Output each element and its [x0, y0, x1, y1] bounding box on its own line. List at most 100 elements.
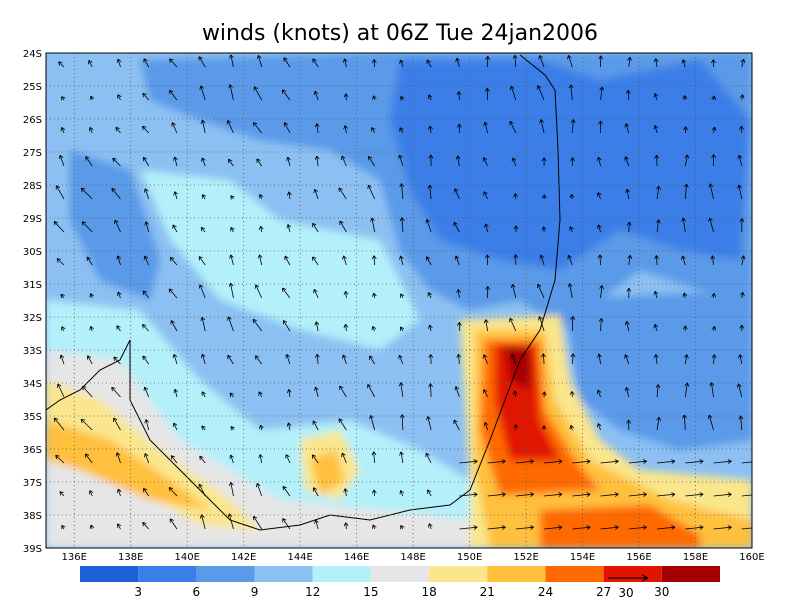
wind-arrow — [142, 324, 150, 332]
wind-arrow — [142, 92, 150, 101]
wind-arrow — [682, 95, 688, 101]
wind-arrow — [227, 354, 234, 365]
wind-arrow — [685, 492, 704, 497]
wind-arrow — [173, 191, 178, 200]
wind-arrow — [512, 54, 518, 68]
wind-arrow — [89, 293, 94, 299]
wind-arrow — [509, 120, 517, 134]
wind-arrow — [85, 156, 93, 167]
wind-arrow — [314, 353, 320, 365]
wind-arrow — [682, 292, 688, 299]
wind-arrow — [372, 95, 377, 101]
colorbar-label: 15 — [363, 585, 378, 599]
lat-label: 39S — [23, 544, 42, 555]
wind-arrow — [738, 354, 743, 365]
wind-arrow — [453, 188, 460, 200]
wind-field — [46, 53, 752, 548]
wind-arrow — [655, 384, 661, 398]
wind-arrow — [314, 321, 320, 332]
wind-arrow — [567, 283, 573, 299]
wind-arrow — [739, 218, 745, 233]
wind-arrow — [597, 353, 602, 365]
wind-arrow — [653, 93, 659, 101]
wind-arrow — [368, 155, 375, 167]
wind-arrow — [282, 485, 291, 497]
wind-arrow — [56, 383, 65, 398]
lon-label: 160E — [739, 552, 764, 563]
wind-arrow — [142, 290, 150, 299]
wind-arrow — [681, 59, 687, 68]
wind-arrow — [708, 183, 714, 200]
colorbar-swatch — [312, 566, 371, 582]
wind-arrow — [399, 490, 404, 497]
wind-arrow — [596, 389, 602, 398]
wind-arrow — [371, 489, 377, 497]
wind-arrow — [511, 157, 517, 167]
plot-frame — [45, 52, 753, 549]
wind-arrow — [258, 424, 264, 431]
lon-label: 142E — [231, 552, 256, 563]
wind-arrow — [657, 459, 676, 464]
wind-arrow — [143, 188, 150, 200]
wind-arrow — [400, 96, 405, 101]
wind-arrow — [510, 354, 517, 365]
wind-arrow — [682, 414, 687, 431]
wind-arrow — [56, 258, 65, 266]
wind-arrow — [570, 353, 576, 365]
wind-arrow — [313, 188, 319, 200]
wind-arrow — [538, 55, 545, 68]
wind-arrow — [737, 184, 743, 200]
wind-arrow — [314, 155, 320, 167]
wind-arrow — [487, 525, 506, 530]
wind-arrow — [654, 255, 659, 266]
wind-arrow — [627, 56, 632, 68]
wind-arrow — [142, 156, 150, 167]
wind-arrow — [509, 317, 517, 332]
wind-arrow — [143, 255, 150, 266]
wind-arrow — [713, 492, 732, 497]
wind-arrow — [171, 122, 178, 134]
wind-arrow — [286, 224, 292, 233]
wind-arrow — [285, 454, 291, 464]
wind-arrow — [483, 421, 489, 431]
wind-arrow — [683, 126, 688, 134]
wind-arrow — [426, 416, 432, 431]
wind-arrow — [81, 385, 93, 398]
wind-arrow — [343, 93, 349, 101]
lat-label: 33S — [23, 346, 42, 357]
wind-arrow — [89, 95, 95, 101]
wind-arrow — [367, 383, 375, 398]
colorbar-swatch — [370, 566, 430, 582]
wind-arrow — [367, 184, 376, 200]
wind-arrow — [624, 123, 630, 134]
colorbar-label: 3 — [134, 585, 142, 599]
wind-arrow — [281, 89, 291, 101]
wind-arrow — [199, 455, 206, 464]
wind-arrow — [711, 326, 717, 332]
wind-arrow — [599, 285, 605, 299]
wind-arrow — [115, 452, 121, 464]
wind-arrow — [707, 414, 714, 431]
wind-arrow — [312, 420, 319, 431]
wind-arrow — [226, 119, 234, 134]
wind-arrow — [737, 154, 743, 167]
wind-arrow — [143, 58, 150, 68]
wind-arrow — [736, 383, 743, 398]
wind-arrow — [341, 354, 347, 365]
colorbar-label: 27 — [596, 585, 611, 599]
wind-arrow — [544, 492, 563, 497]
wind-arrow — [173, 388, 179, 398]
wind-arrow — [427, 94, 433, 101]
lon-label: 138E — [118, 552, 143, 563]
wind-arrow — [173, 156, 178, 167]
wind-arrow — [398, 154, 404, 167]
wind-arrow — [112, 157, 121, 167]
wind-arrow — [570, 316, 576, 332]
wind-arrow — [453, 419, 460, 431]
wind-arrow — [312, 487, 319, 497]
wind-arrow — [116, 58, 122, 68]
wind-arrow — [483, 319, 489, 332]
wind-arrow — [570, 119, 576, 134]
wind-arrow — [598, 55, 604, 68]
wind-arrow — [338, 418, 347, 431]
